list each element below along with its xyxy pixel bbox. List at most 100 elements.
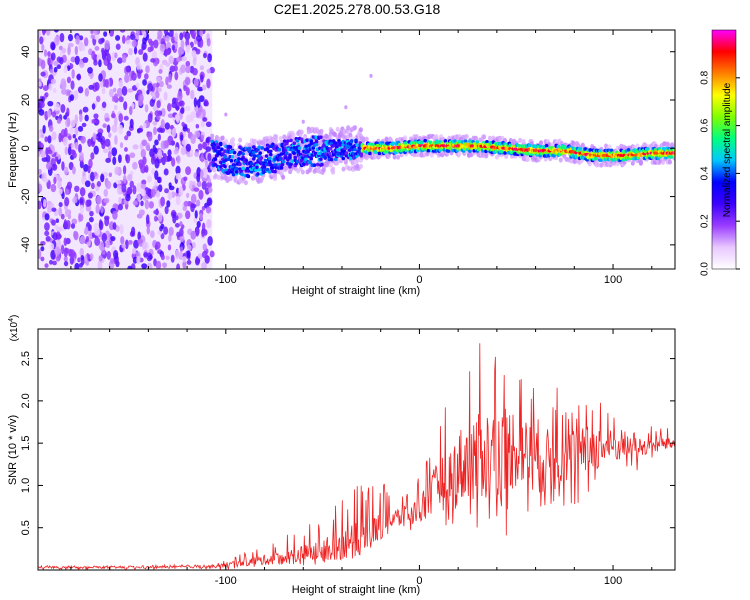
snr-y-tick-label: 0.5 <box>20 520 32 535</box>
noise-cell <box>58 202 63 208</box>
track-cell <box>672 151 675 155</box>
noise-cell <box>109 258 114 264</box>
track-halo-cell <box>335 126 340 132</box>
noise-cell <box>96 195 102 205</box>
noise-cell <box>74 185 80 193</box>
noise-cell <box>175 165 181 175</box>
noise-cell <box>156 127 163 133</box>
noise-cell <box>164 188 169 194</box>
noise-cell <box>190 193 197 204</box>
track-halo-cell <box>210 133 215 139</box>
noise-cell <box>163 139 170 149</box>
noise-cell <box>98 73 103 82</box>
noise-cell <box>168 234 172 242</box>
noise-cell <box>54 246 61 257</box>
snr-y-scale-note: (x104) <box>8 315 20 342</box>
noise-cell <box>201 205 206 211</box>
track-cell <box>269 149 273 154</box>
noise-cell <box>174 32 179 43</box>
track-cell <box>213 157 218 161</box>
spectrogram-y-tick-label: 20 <box>20 94 32 106</box>
noise-cell <box>110 236 116 242</box>
noise-cell <box>150 155 156 165</box>
noise-cell <box>95 119 100 125</box>
noise-cell <box>128 47 133 56</box>
noise-cell <box>83 164 89 172</box>
noise-cell <box>171 101 177 109</box>
noise-cell <box>51 131 57 141</box>
noise-cell <box>172 213 177 224</box>
track-cell <box>263 158 268 163</box>
noise-cell <box>50 183 57 193</box>
noise-cell <box>81 43 86 51</box>
noise-cell <box>58 206 63 217</box>
noise-cell <box>164 205 169 215</box>
noise-cell <box>118 113 124 123</box>
spectrogram-x-axis-label: Height of straight line (km) <box>292 285 420 297</box>
noise-cell <box>113 249 119 259</box>
noise-cell <box>85 235 89 243</box>
noise-cell <box>52 232 58 241</box>
noise-cell <box>49 202 55 208</box>
noise-cell <box>145 65 150 74</box>
noise-cell <box>69 249 76 259</box>
noise-cell <box>133 46 138 55</box>
noise-cell <box>98 38 104 45</box>
noise-cell <box>194 210 198 219</box>
noise-cell <box>104 138 111 147</box>
noise-cell <box>111 147 118 157</box>
track-cell <box>211 160 216 165</box>
noise-cell <box>47 146 51 153</box>
noise-cell <box>50 249 56 260</box>
track-cell <box>296 149 301 154</box>
noise-cell <box>167 244 172 251</box>
noise-cell <box>56 118 62 124</box>
noise-cell <box>203 169 208 179</box>
noise-cell <box>124 135 129 141</box>
noise-cell <box>123 101 128 111</box>
noise-cell <box>116 87 123 98</box>
track-cell <box>278 157 283 161</box>
noise-cell <box>112 156 117 166</box>
noise-cell <box>178 100 185 107</box>
noise-cell <box>52 87 57 94</box>
noise-cell <box>43 177 49 183</box>
noise-cell <box>79 151 84 161</box>
noise-cell <box>150 188 156 198</box>
noise-cell <box>167 149 172 157</box>
noise-cell <box>38 249 42 260</box>
track-cell <box>267 170 272 174</box>
noise-cell <box>47 100 54 107</box>
track-cell <box>359 153 364 158</box>
noise-cell <box>141 45 146 51</box>
track-cell <box>230 154 235 159</box>
noise-cell <box>44 213 50 221</box>
track-halo-cell <box>526 156 531 162</box>
noise-cell <box>184 31 191 41</box>
noise-cell <box>94 229 101 236</box>
noise-cell <box>78 143 82 153</box>
noise-cell <box>152 120 158 126</box>
noise-cell <box>124 147 128 152</box>
noise-cell <box>38 57 41 67</box>
track-cell <box>349 139 354 143</box>
noise-cell <box>45 30 51 36</box>
noise-cell <box>176 155 181 164</box>
noise-cell <box>114 135 118 145</box>
noise-cell <box>206 68 211 74</box>
noise-cell <box>144 199 150 210</box>
noise-cell <box>165 62 171 67</box>
noise-cell <box>41 96 45 103</box>
track-cell <box>244 158 249 163</box>
noise-cell <box>124 73 130 83</box>
noise-cell <box>42 124 46 134</box>
noise-cell <box>114 116 118 127</box>
noise-cell <box>168 226 174 236</box>
noise-cell <box>196 220 201 228</box>
noise-cell <box>64 112 69 117</box>
noise-cell <box>190 230 197 240</box>
track-halo-cell <box>539 140 544 146</box>
noise-cell <box>180 39 185 50</box>
track-cell <box>279 165 284 170</box>
noise-cell <box>91 118 97 124</box>
